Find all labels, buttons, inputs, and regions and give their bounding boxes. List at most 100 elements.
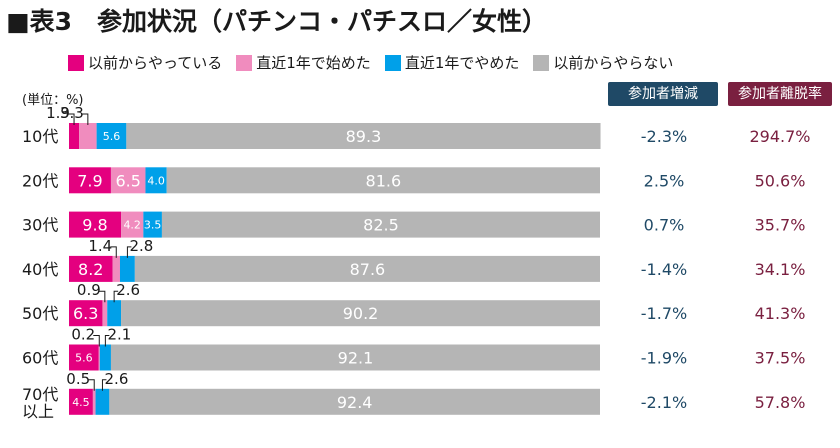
bar-segment-continuing [69,167,111,194]
annotation-leader-continuing [68,113,75,125]
bar-segment-never [109,388,600,415]
bar-segment-started [98,344,100,371]
data-label-continuing: 9.8 [82,216,107,235]
annotation-label-continuing: 1.9 [46,104,70,122]
legend-swatch-quit [384,54,401,71]
legend-label-continuing: 以前からやっている [88,54,223,72]
annotation-leader-started [81,113,89,125]
legend-item-started: 直近1年で始めた [236,52,371,73]
bar-segment-started [110,167,146,194]
bar-segment-quit [119,255,135,282]
age-label: 30代 [22,216,58,235]
data-label-never: 92.1 [338,349,374,368]
age-label: 60代 [22,349,58,368]
bar-segment-never [166,167,601,194]
age-label: 40代 [22,260,58,279]
data-label-never: 89.3 [346,127,382,146]
data-label-never: 81.6 [366,171,402,190]
bar-segment-continuing [69,344,99,371]
annotation-label-quit: 2.1 [107,326,131,344]
legend-item-never: 以前からやらない [533,52,673,73]
bar-segment-quit [145,167,167,194]
bar-segment-quit [107,300,122,327]
churn-rate-value: 35.7% [755,216,806,235]
legend-item-quit: 直近1年でやめた [384,52,519,73]
legend-label-started: 直近1年で始めた [256,54,371,72]
participant-change-value: 0.7% [644,216,685,235]
participant-change-value: -1.9% [641,349,687,368]
data-label-never: 90.2 [343,304,379,323]
churn-rate-value: 41.3% [755,304,806,323]
annotation-leader-quit [101,379,107,391]
data-label-continuing: 4.5 [72,396,90,409]
annotation-leader-started [88,379,95,391]
bar-segment-started [112,255,120,282]
legend-label-never: 以前からやらない [553,54,674,72]
data-label-continuing: 6.3 [73,304,98,323]
data-label-never: 82.5 [363,216,399,235]
annotation-label-quit: 2.6 [116,281,140,299]
data-label-never: 87.6 [350,260,386,279]
bar-segment-started [92,388,96,415]
churn-rate-value: 34.1% [755,260,806,279]
unit-label: (単位：%) [22,93,84,108]
data-label-continuing: 7.9 [77,171,102,190]
bar-segment-continuing [69,211,122,238]
annotation-leader-quit [113,290,119,303]
annotation-label-quit: 2.6 [105,370,129,388]
bar-segment-never [121,300,601,327]
annotation-label-started: 1.4 [88,237,112,255]
bar-segment-quit [96,123,127,149]
annotation-leader-quit [104,335,110,347]
data-label-quit: 5.6 [103,130,121,143]
legend-swatch-never [533,54,550,71]
bar-segment-continuing [69,123,80,149]
data-label-quit: 4.0 [147,174,165,187]
annotation-label-quit: 2.8 [129,237,153,255]
data-label-continuing: 5.6 [75,352,93,365]
data-label-started: 6.5 [115,171,140,190]
legend-item-continuing: 以前からやっている [68,52,222,73]
annotation-label-started: 0.9 [77,281,101,299]
age-label: 50代 [22,304,58,323]
bar-segment-continuing [69,300,103,327]
bar-segment-continuing [69,255,113,282]
data-label-never: 92.4 [337,393,373,412]
churn-rate-value: 294.7% [749,127,810,146]
participant-change-value: -2.1% [641,393,687,412]
bar-segment-started [79,123,97,149]
annotation-leader-quit [126,246,132,258]
data-label-quit: 3.5 [144,219,162,232]
bar-segment-never [161,211,601,238]
bar-segment-started [102,300,108,327]
legend: 以前からやっている 直近1年で始めた 直近1年でやめた 以前からやらない [68,52,673,73]
participant-change-value: -1.4% [641,260,687,279]
participant-change-value: -2.3% [641,127,687,146]
annotation-leader-started [93,335,100,347]
annotation-leader-started [110,246,117,258]
bar-segment-started [121,211,144,238]
churn-rate-value: 57.8% [755,393,806,412]
age-label: 10代 [22,127,58,146]
header-participant-change: 参加者増減 [608,82,718,106]
bar-segment-never [110,344,600,371]
annotation-label-started: 3.3 [60,104,84,122]
bar-segment-never [126,123,601,149]
header-churn-rate: 参加者離脱率 [728,82,832,106]
participant-change-value: 2.5% [644,171,685,190]
annotation-label-started: 0.5 [66,370,90,388]
bar-segment-quit [99,344,111,371]
bar-segment-continuing [69,388,93,415]
chart-title: ■表3 参加状況（パチンコ・パチスロ／女性） [6,7,548,36]
annotation-leader-started [98,290,106,303]
age-label: 20代 [22,171,58,190]
bar-segment-quit [95,388,110,415]
data-label-continuing: 8.2 [78,260,103,279]
bar-segment-quit [143,211,162,238]
churn-rate-value: 50.6% [755,171,806,190]
bar-segment-never [134,255,600,282]
data-label-started: 4.2 [123,219,141,232]
churn-rate-value: 37.5% [755,349,806,368]
legend-swatch-continuing [68,54,84,71]
